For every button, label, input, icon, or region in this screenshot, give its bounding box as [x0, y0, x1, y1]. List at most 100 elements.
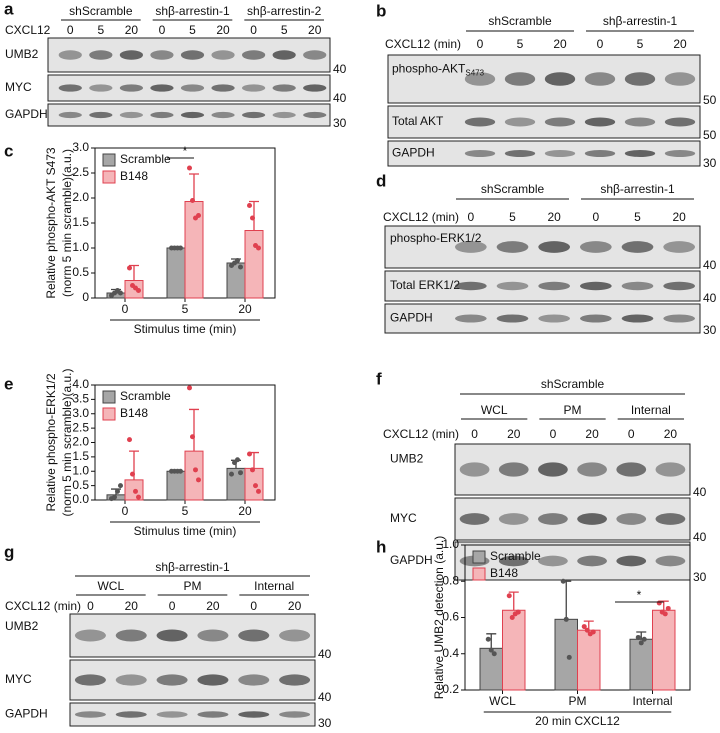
y-tick-label: 1.0 [72, 463, 89, 477]
data-point [488, 647, 494, 653]
band [498, 513, 529, 525]
time-label: 0 [67, 23, 74, 37]
group-label: shβ-arrestin-1 [600, 182, 675, 196]
band [180, 50, 205, 60]
group-label: shScramble [488, 14, 552, 28]
data-point [133, 488, 138, 494]
band [538, 462, 568, 477]
band [664, 150, 696, 157]
band [74, 629, 106, 642]
band [663, 281, 696, 291]
blot-title: shScramble [541, 377, 605, 391]
y-tick-label: 3.0 [72, 406, 89, 420]
band [616, 462, 647, 477]
band [238, 711, 270, 718]
band [580, 241, 612, 253]
band [197, 674, 229, 686]
band [498, 555, 529, 567]
band [242, 50, 266, 60]
band [115, 629, 147, 642]
band [119, 50, 143, 60]
data-point [656, 600, 662, 606]
band [655, 513, 686, 525]
band [180, 84, 205, 92]
band [459, 513, 490, 525]
data-point [238, 470, 243, 476]
legend-label: B148 [120, 169, 148, 183]
row-label: MYC [5, 80, 32, 94]
bar [184, 450, 204, 501]
band [272, 111, 296, 119]
error-bar [189, 408, 199, 452]
time-label: 5 [637, 37, 644, 51]
row-label: GAPDH [5, 107, 48, 121]
time-label: 0 [597, 37, 604, 51]
row-label-sub: S473 [465, 69, 484, 78]
group-label: WCL [481, 403, 508, 417]
band [115, 674, 147, 686]
data-point [196, 477, 201, 483]
band [197, 629, 229, 642]
data-point [196, 213, 201, 218]
row-label: MYC [5, 672, 32, 686]
data-point [256, 245, 261, 251]
data-point [581, 624, 587, 630]
panel-letter: e [4, 374, 13, 393]
x-tick-label: 5 [182, 504, 189, 518]
band [455, 281, 487, 291]
bar [577, 629, 601, 691]
band [577, 462, 607, 477]
mw-marker: 30 [703, 156, 717, 170]
y-tick-label: 1.0 [72, 240, 89, 254]
band [496, 314, 529, 323]
panel-letter: g [4, 542, 14, 561]
data-point [253, 483, 258, 489]
mw-marker: 30 [693, 570, 707, 584]
legend-swatch [102, 170, 116, 184]
y-tick-label: 3.5 [72, 392, 89, 406]
x-tick-label: 5 [182, 302, 189, 316]
x-tick-label: WCL [489, 694, 516, 708]
band [496, 281, 529, 291]
band [621, 314, 654, 323]
band [498, 462, 529, 477]
x-tick-label: 20 [238, 504, 252, 518]
band [115, 711, 147, 718]
y-tick-label: 0.8 [442, 573, 459, 587]
band [58, 84, 82, 92]
group-label: PM [184, 579, 202, 593]
mw-marker: 40 [703, 291, 717, 305]
band [197, 711, 229, 718]
band [464, 117, 496, 127]
y-tick-label: 1.5 [72, 449, 89, 463]
legend-swatch [102, 153, 116, 167]
row-label: Total ERK1/2 [390, 278, 460, 292]
y-tick-label: 0.4 [442, 646, 459, 660]
panel-letter: d [376, 171, 386, 190]
y-tick-label: 0.0 [72, 492, 89, 506]
time-label: 0 [550, 427, 557, 441]
data-point [584, 627, 590, 633]
time-label: 20 [507, 427, 521, 441]
time-label: 20 [673, 37, 687, 51]
error-bar [636, 631, 647, 640]
time-label: 20 [672, 210, 686, 224]
mw-marker: 30 [333, 116, 347, 130]
band [664, 72, 696, 86]
y-tick-label: 4.0 [72, 377, 89, 391]
row-label: GAPDH [390, 553, 433, 567]
time-label: 20 [585, 427, 599, 441]
data-point [187, 385, 192, 391]
band [58, 111, 82, 119]
time-label: 5 [97, 23, 104, 37]
bar [166, 470, 186, 501]
time-label: 0 [592, 210, 599, 224]
x-axis-label: Stimulus time (min) [134, 524, 237, 538]
legend-swatch [472, 550, 486, 564]
y-tick-label: 0.2 [442, 682, 459, 696]
y-axis-label: Relative phospho-ERK1/2 [44, 373, 58, 511]
band [74, 711, 106, 718]
bar [244, 230, 264, 299]
bar [502, 609, 526, 691]
